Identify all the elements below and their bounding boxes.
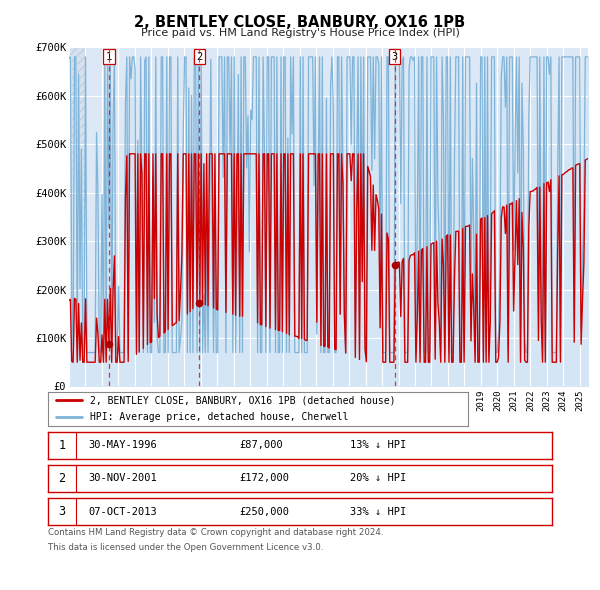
FancyBboxPatch shape (48, 498, 76, 525)
Text: HPI: Average price, detached house, Cherwell: HPI: Average price, detached house, Cher… (90, 412, 349, 422)
FancyBboxPatch shape (48, 432, 76, 459)
Text: 2, BENTLEY CLOSE, BANBURY, OX16 1PB (detached house): 2, BENTLEY CLOSE, BANBURY, OX16 1PB (det… (90, 395, 395, 405)
Text: 20% ↓ HPI: 20% ↓ HPI (350, 474, 407, 483)
Text: £87,000: £87,000 (239, 441, 283, 450)
Text: 30-MAY-1996: 30-MAY-1996 (88, 441, 157, 450)
Text: Price paid vs. HM Land Registry's House Price Index (HPI): Price paid vs. HM Land Registry's House … (140, 28, 460, 38)
Text: 3: 3 (392, 52, 398, 62)
Text: 2, BENTLEY CLOSE, BANBURY, OX16 1PB: 2, BENTLEY CLOSE, BANBURY, OX16 1PB (134, 15, 466, 30)
Text: £172,000: £172,000 (239, 474, 290, 483)
Text: 2: 2 (196, 52, 203, 62)
Text: 2: 2 (58, 472, 65, 485)
Text: 13% ↓ HPI: 13% ↓ HPI (350, 441, 407, 450)
FancyBboxPatch shape (48, 465, 76, 492)
Text: 07-OCT-2013: 07-OCT-2013 (88, 507, 157, 516)
Text: 3: 3 (58, 505, 65, 518)
Bar (69, 47, 85, 386)
Text: This data is licensed under the Open Government Licence v3.0.: This data is licensed under the Open Gov… (48, 543, 323, 552)
Text: 1: 1 (58, 439, 65, 452)
Text: 33% ↓ HPI: 33% ↓ HPI (350, 507, 407, 516)
Text: 1: 1 (106, 52, 112, 62)
Text: 30-NOV-2001: 30-NOV-2001 (88, 474, 157, 483)
Text: £250,000: £250,000 (239, 507, 290, 516)
Text: Contains HM Land Registry data © Crown copyright and database right 2024.: Contains HM Land Registry data © Crown c… (48, 528, 383, 537)
